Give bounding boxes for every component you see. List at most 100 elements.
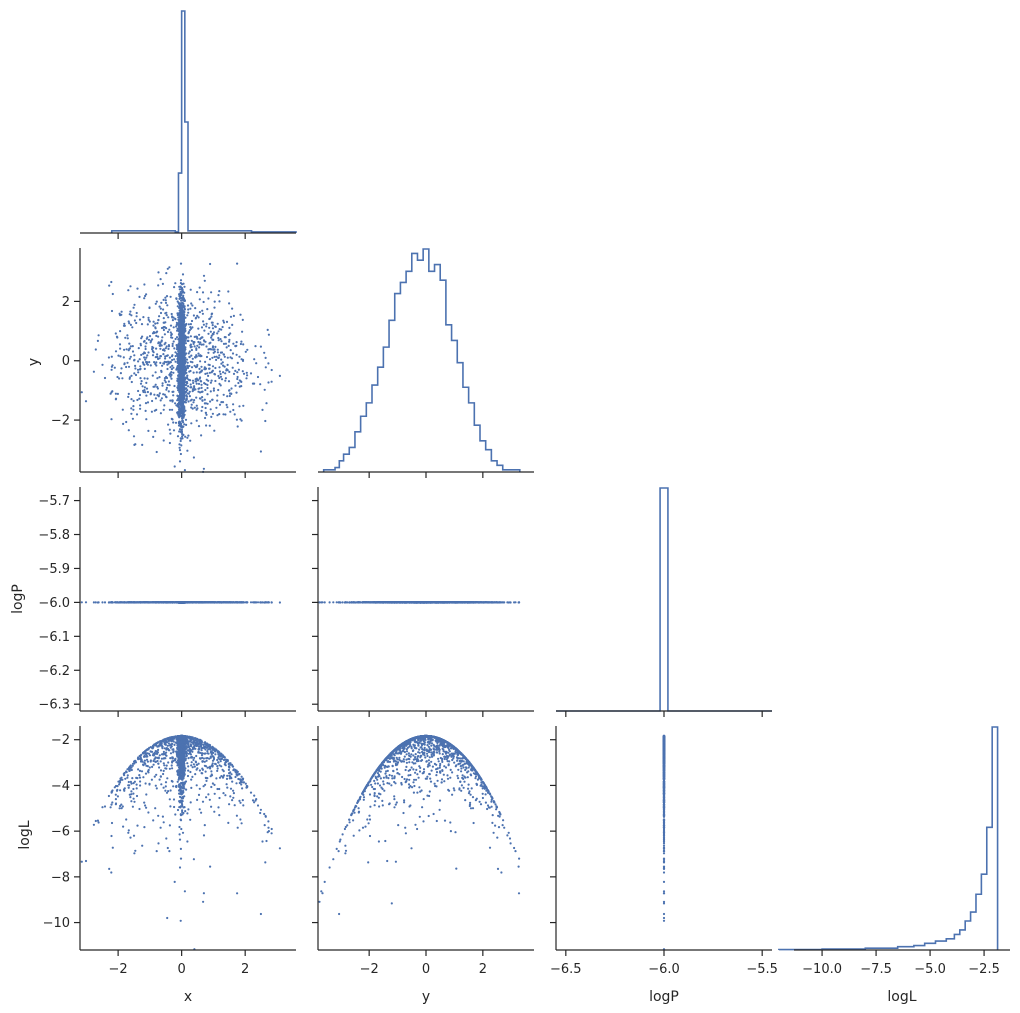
scatter-point [117, 393, 119, 395]
scatter-point [145, 410, 147, 412]
scatter-point [170, 334, 172, 336]
scatter-point [212, 327, 214, 329]
scatter-point [190, 422, 192, 424]
scatter-point [233, 315, 235, 317]
scatter-point [171, 365, 173, 367]
scatter-point [173, 326, 175, 328]
scatter-point [180, 340, 182, 342]
scatter-point [145, 395, 147, 397]
scatter-point [194, 365, 196, 367]
scatter-point [132, 409, 134, 411]
scatter-point [152, 350, 154, 352]
scatter-point [205, 412, 207, 414]
scatter-point [157, 342, 159, 344]
scatter-point [183, 410, 185, 412]
scatter-point [137, 390, 139, 392]
scatter-point [111, 369, 113, 371]
scatter-point [173, 358, 175, 360]
scatter-point [166, 387, 168, 389]
scatter-point [183, 356, 185, 358]
scatter-point [175, 422, 177, 424]
scatter-point [216, 394, 218, 396]
scatter-point [239, 386, 241, 388]
scatter-point [216, 400, 218, 402]
scatter-point [133, 372, 135, 374]
scatter-point [132, 350, 134, 352]
scatter-point [199, 360, 201, 362]
scatter-point [174, 282, 176, 284]
scatter-point [156, 451, 158, 453]
scatter-point [253, 383, 255, 385]
scatter-point [209, 358, 211, 360]
scatter-point [198, 346, 200, 348]
scatter-point [225, 336, 227, 338]
scatter-point [245, 351, 247, 353]
scatter-point [180, 326, 182, 328]
scatter-point [184, 317, 186, 319]
scatter-point [139, 365, 141, 367]
scatter-point [165, 327, 167, 329]
scatter-point [130, 314, 132, 316]
scatter-point [186, 359, 188, 361]
scatter-point [183, 387, 185, 389]
scatter-point [168, 390, 170, 392]
scatter-point [217, 294, 219, 296]
scatter-point [180, 437, 182, 439]
scatter-point [237, 425, 239, 427]
scatter-point [168, 329, 170, 331]
scatter-point [207, 352, 209, 354]
scatter-point [181, 411, 183, 413]
scatter-point [128, 429, 130, 431]
scatter-point [206, 379, 208, 381]
scatter-point [193, 343, 195, 345]
scatter-point [213, 307, 215, 309]
scatter-point [191, 366, 193, 368]
scatter-point [212, 322, 214, 324]
scatter-point [141, 323, 143, 325]
scatter-point [123, 356, 125, 358]
scatter-point [242, 360, 244, 362]
scatter-point [130, 407, 132, 409]
scatter-point [212, 413, 214, 415]
scatter-point [127, 396, 129, 398]
scatter-point [177, 350, 179, 352]
scatter-point [176, 358, 178, 360]
scatter-point [227, 290, 229, 292]
scatter-point [167, 361, 169, 363]
scatter-point [166, 368, 168, 370]
scatter-point [241, 331, 243, 333]
scatter-point [187, 400, 189, 402]
scatter-point [138, 347, 140, 349]
scatter-point [184, 330, 186, 332]
scatter-point [140, 383, 142, 385]
scatter-point [186, 450, 188, 452]
scatter-point [166, 295, 168, 297]
scatter-point [181, 435, 183, 437]
scatter-point [154, 430, 156, 432]
scatter-point [177, 387, 179, 389]
scatter-point [123, 323, 125, 325]
scatter-point [178, 333, 180, 335]
scatter-point [192, 341, 194, 343]
scatter-point [178, 405, 180, 407]
scatter-point [184, 436, 186, 438]
scatter-point [120, 372, 122, 374]
scatter-point [198, 425, 200, 427]
scatter-point [129, 311, 131, 313]
scatter-point [220, 359, 222, 361]
scatter-point [205, 325, 207, 327]
scatter-point [172, 372, 174, 374]
scatter-point [187, 308, 189, 310]
scatter-point [153, 394, 155, 396]
scatter-point [158, 376, 160, 378]
scatter-point [210, 382, 212, 384]
scatter-point [147, 430, 149, 432]
scatter-point [115, 393, 117, 395]
scatter-point [250, 372, 252, 374]
scatter-point [230, 387, 232, 389]
scatter-point [210, 348, 212, 350]
scatter-point [163, 409, 165, 411]
scatter-point [208, 342, 210, 344]
scatter-point [121, 311, 123, 313]
scatter-point [264, 420, 266, 422]
